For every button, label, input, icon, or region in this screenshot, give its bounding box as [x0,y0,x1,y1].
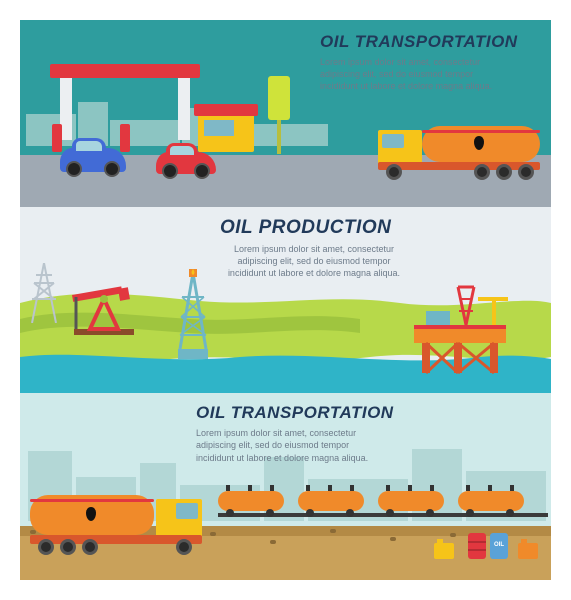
tanker-truck [30,491,206,561]
infographic-frame: OIL TRANSPORTATION Lorem ipsum dolor sit… [20,20,551,580]
jerrycan [434,543,454,559]
fuel-pump [120,124,130,152]
price-sign [268,76,290,154]
rail-tank-car [218,491,284,511]
car-blue [60,148,126,172]
banner-body: Lorem ipsum dolor sit amet, consectetur … [320,56,540,92]
rail-tank-car [458,491,524,511]
oil-train [218,485,548,525]
banner-title: OIL TRANSPORTATION [320,32,518,52]
station-canopy [50,64,200,78]
rail-tank-car [378,491,444,511]
banner-transportation-bottom: OIL OIL TRANSPORTATION Lorem ipsum dolor… [20,393,551,580]
banner-production: OIL PRODUCTION Lorem ipsum dolor sit ame… [20,207,551,394]
banner-title: OIL PRODUCTION [220,217,391,239]
oil-barrel: OIL [490,533,508,559]
offshore-platform [400,279,520,379]
banner-body: Lorem ipsum dolor sit amet, consectetur … [194,243,434,279]
banner-transportation-top: OIL TRANSPORTATION Lorem ipsum dolor sit… [20,20,551,207]
station-kiosk [198,104,254,152]
jerrycan [518,543,538,559]
car-red [156,152,216,174]
rail-tank-car [298,491,364,511]
oil-barrel [468,533,486,559]
fuel-pump [52,124,62,152]
pumpjack [68,285,140,337]
banner-body: Lorem ipsum dolor sit amet, consectetur … [196,427,426,463]
tanker-truck [378,120,544,184]
banner-title: OIL TRANSPORTATION [196,403,394,423]
power-pylon [26,263,62,323]
derrick [170,269,216,361]
